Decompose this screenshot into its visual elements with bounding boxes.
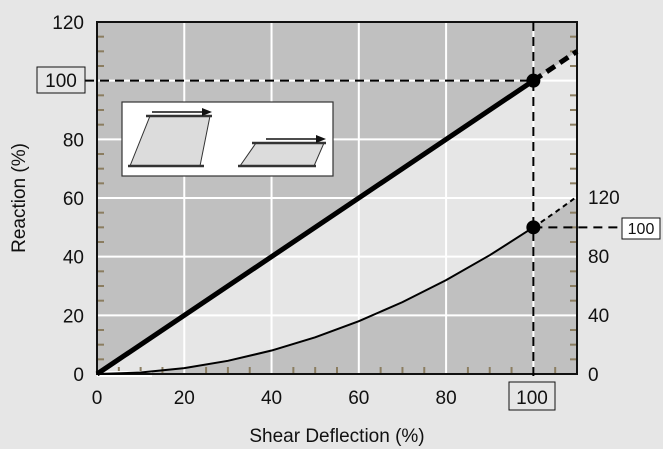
series-thin-curve [96,226,534,375]
x-tick-label: 20 [174,388,195,409]
right-tick-label: 120 [588,188,620,209]
point-thin-100 [526,220,541,235]
highlight-y-label: 100 [45,71,77,92]
right-tick-labels: 0 40 80 120 [588,188,620,386]
x-tick-label: 60 [348,388,369,409]
mount-sheared-icon [238,135,326,168]
shear-diagram-inset [121,101,334,177]
y-tick-label: 80 [63,130,84,151]
region-below-thin-curve [97,196,577,374]
mount-undeformed-icon [128,108,212,168]
y-tick-label: 120 [52,13,84,34]
x-tick-label: 0 [92,388,103,409]
y-axis-label: Reaction (%) [9,143,30,253]
y-tick-labels: 0 20 40 60 80 120 [52,13,84,386]
series-thick-extrapolation [531,49,579,83]
plot-frame [96,21,578,375]
y-tick-label: 60 [63,189,84,210]
right-tick-label: 40 [588,306,609,327]
y-tick-label: 20 [63,306,84,327]
highlight-x-label: 100 [516,388,548,409]
x-axis-label: Shear Deflection (%) [249,426,424,447]
series-thick-line [95,78,535,377]
highlight-right-box: 100 [621,217,661,240]
series-layer [95,49,579,377]
highlight-right-label: 100 [628,221,655,238]
point-thick-100 [526,73,541,88]
y-tick-label: 0 [73,365,84,386]
y-tick-label: 40 [63,248,84,269]
x-tick-label: 80 [436,388,457,409]
right-tick-label: 80 [588,247,609,268]
x-tick-labels: 0 20 40 60 80 [92,388,457,409]
highlight-y-box: 100 [36,66,86,94]
highlight-x-box: 100 [508,381,556,411]
x-tick-label: 40 [261,388,282,409]
right-tick-label: 0 [588,365,599,386]
